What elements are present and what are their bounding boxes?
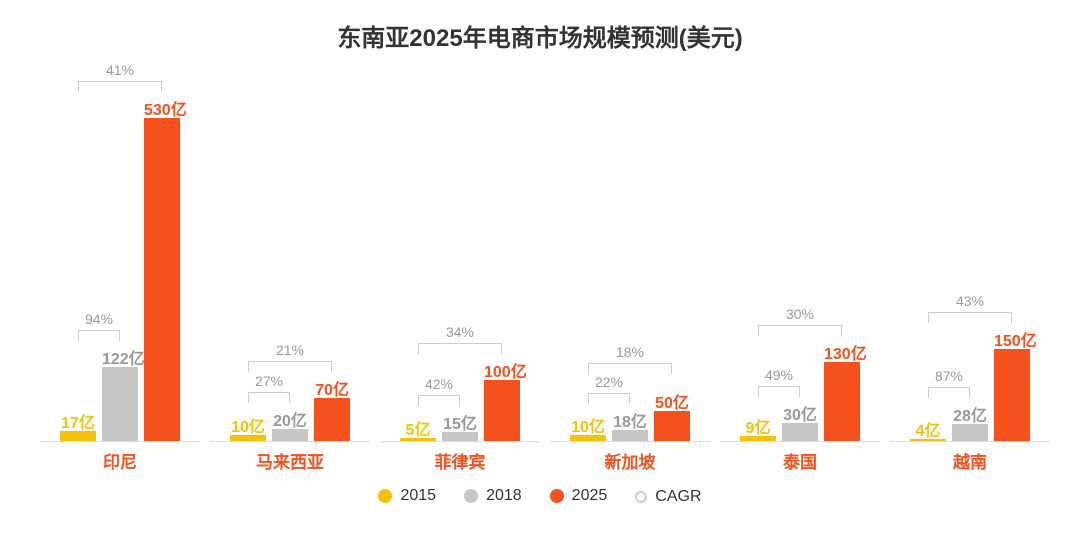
cagr-label-period1: 22%	[595, 374, 623, 390]
chart-title: 东南亚2025年电商市场规模预测(美元)	[0, 0, 1080, 53]
bar-y2025: 530亿	[144, 118, 180, 441]
bar-value-label: 150亿	[994, 327, 1030, 351]
bars-wrap: 9亿30亿130亿49%30%	[720, 82, 880, 442]
bar-value-label: 5亿	[400, 416, 436, 440]
bar-y2015: 5亿	[400, 438, 436, 441]
cagr-bracket-2015-2025: 43%	[928, 312, 1012, 313]
legend-label: 2015	[400, 487, 436, 505]
bar-value-label: 20亿	[272, 407, 308, 431]
bar-value-label: 9亿	[740, 414, 776, 438]
bar-y2018: 28亿	[952, 424, 988, 441]
cagr-label-period2: 30%	[786, 306, 814, 322]
bar-value-label: 10亿	[570, 413, 606, 437]
cagr-bracket-2015-2018: 87%	[928, 387, 970, 388]
group-新加坡: 10亿18亿50亿22%18%新加坡	[550, 82, 710, 473]
cagr-label-period2: 21%	[276, 342, 304, 358]
cagr-label-period2: 34%	[446, 324, 474, 340]
plot-area: 17亿122亿530亿94%41%印尼10亿20亿70亿27%21%马来西亚5亿…	[30, 73, 1050, 473]
bar-value-label: 50亿	[654, 389, 690, 413]
category-label: 新加坡	[550, 448, 710, 473]
bar-y2015: 9亿	[740, 436, 776, 441]
bar-y2018: 20亿	[272, 429, 308, 441]
bar-value-label: 70亿	[314, 376, 350, 400]
bar-value-label: 18亿	[612, 408, 648, 432]
bars-wrap: 17亿122亿530亿94%41%	[40, 82, 200, 442]
category-label: 越南	[890, 448, 1050, 473]
bar-y2015: 10亿	[230, 435, 266, 441]
cagr-bracket-2015-2025: 34%	[418, 343, 502, 344]
bar-y2018: 30亿	[782, 423, 818, 441]
legend: 2015 2018 2025 CAGR	[0, 487, 1080, 508]
bar-value-label: 28亿	[952, 402, 988, 426]
cagr-bracket-2015-2025: 18%	[588, 363, 672, 364]
bar-y2025: 130亿	[824, 362, 860, 441]
bar-y2015: 17亿	[60, 431, 96, 441]
cagr-bracket-2015-2025: 41%	[78, 81, 162, 82]
cagr-label-period1: 49%	[765, 367, 793, 383]
bar-y2018: 15亿	[442, 432, 478, 441]
bar-value-label: 4亿	[910, 417, 946, 441]
bar-value-label: 530亿	[144, 96, 180, 120]
bars-wrap: 4亿28亿150亿87%43%	[890, 82, 1050, 442]
cagr-bracket-2015-2018: 27%	[248, 392, 290, 393]
bar-y2015: 10亿	[570, 435, 606, 441]
legend-swatch	[464, 489, 478, 503]
bar-value-label: 17亿	[60, 409, 96, 433]
legend-swatch	[378, 489, 392, 503]
bar-value-label: 122亿	[102, 345, 138, 369]
legend-item-y2015: 2015	[378, 487, 436, 505]
bar-value-label: 10亿	[230, 413, 266, 437]
legend-label: CAGR	[655, 488, 701, 506]
category-label: 泰国	[720, 448, 880, 473]
group-泰国: 9亿30亿130亿49%30%泰国	[720, 82, 880, 473]
legend-item-y2025: 2025	[550, 487, 608, 505]
group-菲律宾: 5亿15亿100亿42%34%菲律宾	[380, 82, 540, 473]
group-越南: 4亿28亿150亿87%43%越南	[890, 82, 1050, 473]
category-label: 印尼	[40, 448, 200, 473]
cagr-label-period1: 27%	[255, 373, 283, 389]
cagr-bracket-2015-2025: 21%	[248, 361, 332, 362]
category-label: 菲律宾	[380, 448, 540, 473]
cagr-bracket-2015-2018: 49%	[758, 386, 800, 387]
bar-y2025: 100亿	[484, 380, 520, 441]
cagr-label-period1: 42%	[425, 376, 453, 392]
cagr-bracket-2015-2018: 94%	[78, 330, 120, 331]
bars-wrap: 10亿18亿50亿22%18%	[550, 82, 710, 442]
group-印尼: 17亿122亿530亿94%41%印尼	[40, 82, 200, 473]
legend-swatch-open	[635, 491, 647, 503]
bar-value-label: 100亿	[484, 358, 520, 382]
cagr-bracket-2015-2025: 30%	[758, 325, 842, 326]
cagr-label-period2: 41%	[106, 62, 134, 78]
bar-value-label: 130亿	[824, 340, 860, 364]
cagr-label-period2: 18%	[616, 344, 644, 360]
bar-value-label: 30亿	[782, 401, 818, 425]
cagr-bracket-2015-2018: 42%	[418, 395, 460, 396]
bars-wrap: 10亿20亿70亿27%21%	[210, 82, 370, 442]
cagr-label-period2: 43%	[956, 293, 984, 309]
legend-item-y2018: 2018	[464, 487, 522, 505]
cagr-label-period1: 87%	[935, 368, 963, 384]
group-马来西亚: 10亿20亿70亿27%21%马来西亚	[210, 82, 370, 473]
category-label: 马来西亚	[210, 448, 370, 473]
bar-value-label: 15亿	[442, 410, 478, 434]
legend-label: 2025	[572, 487, 608, 505]
bar-y2015: 4亿	[910, 439, 946, 441]
legend-label: 2018	[486, 487, 522, 505]
legend-item-cagr: CAGR	[635, 488, 701, 506]
legend-swatch	[550, 489, 564, 503]
bar-y2025: 70亿	[314, 398, 350, 441]
cagr-bracket-2015-2018: 22%	[588, 393, 630, 394]
bar-y2025: 50亿	[654, 411, 690, 442]
bar-y2018: 122亿	[102, 367, 138, 441]
bar-y2018: 18亿	[612, 430, 648, 441]
cagr-label-period1: 94%	[85, 311, 113, 327]
bar-y2025: 150亿	[994, 349, 1030, 441]
bars-wrap: 5亿15亿100亿42%34%	[380, 82, 540, 442]
